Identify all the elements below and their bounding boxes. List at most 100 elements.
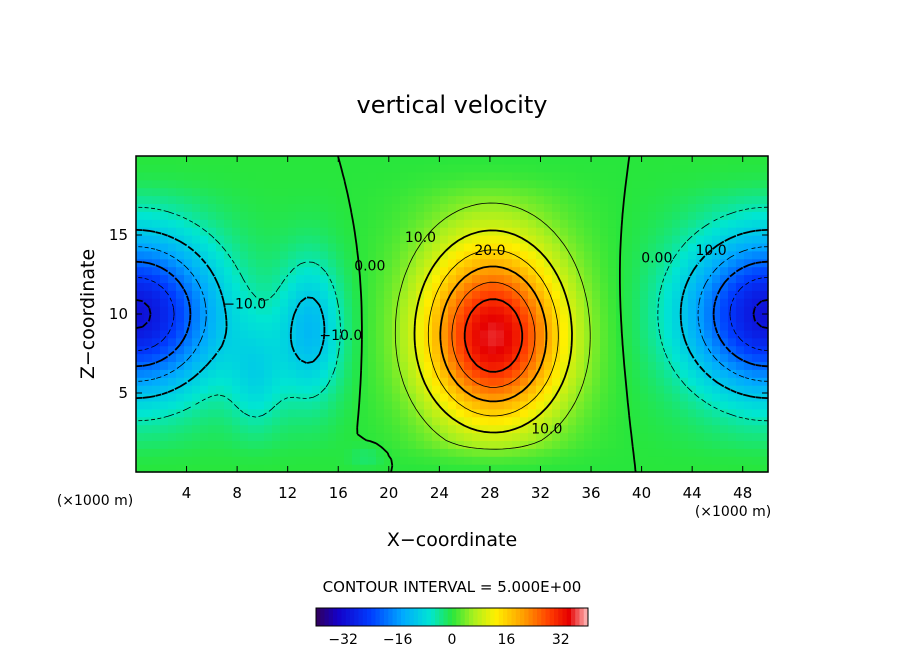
- heat-cell: [192, 290, 201, 299]
- heat-cell: [568, 440, 577, 449]
- heat-cell: [304, 219, 313, 228]
- heat-cell: [208, 306, 217, 315]
- heat-cell: [504, 306, 513, 315]
- heat-cell: [520, 266, 529, 276]
- heat-cell: [480, 369, 489, 378]
- heat-cell: [336, 242, 345, 252]
- heat-cell: [536, 250, 545, 260]
- heat-cell: [704, 258, 713, 268]
- heat-cell: [544, 416, 553, 426]
- heat-cell: [504, 227, 513, 236]
- heat-cell: [720, 306, 729, 315]
- heat-cell: [152, 282, 161, 291]
- contour-lines: [135, 155, 769, 473]
- heat-cell: [272, 393, 281, 402]
- heat-cell: [456, 464, 465, 473]
- heat-cell: [152, 195, 161, 204]
- heat-cell: [472, 242, 481, 252]
- heat-cell: [560, 321, 569, 331]
- heat-cell: [368, 282, 377, 291]
- heat-cell: [248, 416, 257, 426]
- heat-cell: [232, 250, 241, 260]
- heat-cell: [544, 156, 553, 165]
- heat-cell: [744, 440, 753, 449]
- heat-cell: [416, 282, 425, 291]
- heat-cell: [656, 377, 665, 386]
- heat-cell: [352, 345, 361, 355]
- heat-cell: [296, 171, 305, 181]
- heat-cell: [296, 353, 305, 362]
- heat-cell: [384, 171, 393, 181]
- heat-cell: [520, 353, 529, 362]
- heat-cell: [672, 179, 681, 189]
- heat-cell: [752, 321, 761, 331]
- heat-cell: [672, 156, 681, 165]
- heat-cell: [376, 424, 385, 434]
- heat-cell: [184, 195, 193, 204]
- heat-cell: [368, 369, 377, 378]
- heat-cell: [304, 203, 313, 212]
- heat-cell: [168, 258, 177, 268]
- heat-cell: [600, 408, 609, 418]
- heat-cell: [488, 258, 497, 268]
- heat-cell: [440, 464, 449, 473]
- heat-cell: [248, 464, 257, 473]
- heat-cell: [368, 250, 377, 260]
- heat-cell: [144, 314, 153, 323]
- heat-cell: [504, 385, 513, 394]
- heat-cell: [544, 227, 553, 236]
- heat-cell: [360, 195, 369, 204]
- heat-cell: [272, 377, 281, 386]
- heat-cell: [328, 179, 337, 189]
- heat-cell: [432, 385, 441, 394]
- heat-cell: [736, 179, 745, 189]
- heat-cell: [280, 195, 289, 204]
- heat-cell: [712, 306, 721, 315]
- heat-cell: [672, 400, 681, 410]
- heat-cell: [576, 156, 585, 165]
- heat-cell: [168, 211, 177, 220]
- heat-cell: [488, 227, 497, 236]
- heat-cell: [432, 306, 441, 315]
- heat-cell: [672, 227, 681, 236]
- heat-cell: [352, 353, 361, 362]
- heat-cell: [384, 211, 393, 220]
- heat-cell: [192, 274, 201, 283]
- heat-cell: [240, 250, 249, 260]
- heat-cell: [616, 187, 625, 197]
- heat-cell: [456, 440, 465, 449]
- heat-cell: [688, 179, 697, 189]
- heat-cell: [208, 242, 217, 252]
- heat-cell: [288, 195, 297, 204]
- heat-cell: [248, 337, 257, 347]
- heat-cell: [448, 266, 457, 276]
- heat-cell: [200, 203, 209, 212]
- heat-cell: [528, 432, 537, 441]
- heat-cell: [488, 179, 497, 189]
- heat-cell: [152, 329, 161, 339]
- heat-cell: [584, 266, 593, 276]
- heat-cell: [720, 369, 729, 378]
- heat-cell: [512, 203, 521, 212]
- heat-cell: [600, 211, 609, 220]
- heat-cell: [552, 227, 561, 236]
- heat-cell: [704, 329, 713, 339]
- colorbar-cell: [515, 608, 521, 626]
- heat-cell: [728, 290, 737, 299]
- heat-cell: [208, 400, 217, 410]
- heat-cell: [728, 179, 737, 189]
- heat-cell: [288, 432, 297, 441]
- heat-cell: [424, 306, 433, 315]
- heat-cell: [256, 179, 265, 189]
- heat-cell: [616, 195, 625, 204]
- heat-cell: [432, 250, 441, 260]
- heat-cell: [304, 250, 313, 260]
- heat-cell: [456, 250, 465, 260]
- heat-cell: [208, 464, 217, 473]
- heat-cell: [744, 321, 753, 331]
- heat-cell: [648, 345, 657, 355]
- heat-cell: [720, 408, 729, 418]
- heat-cell: [392, 171, 401, 181]
- heat-cell: [368, 274, 377, 283]
- heat-cell: [360, 219, 369, 228]
